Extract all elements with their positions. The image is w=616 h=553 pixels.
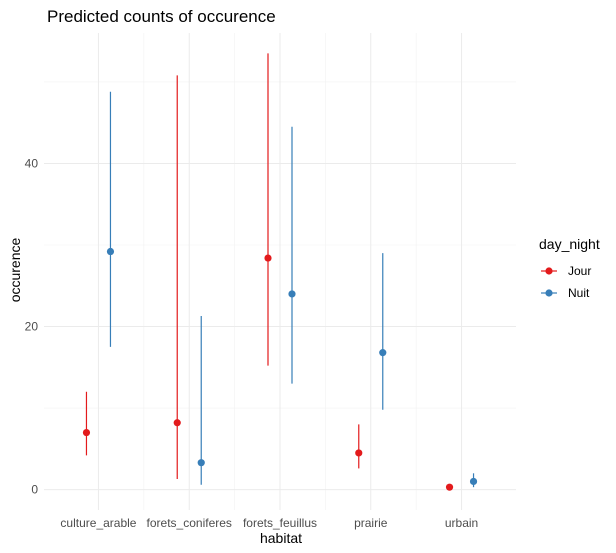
- data-point: [197, 459, 205, 467]
- y-tick-labels: 0 20 40: [25, 156, 39, 496]
- data-point: [445, 483, 454, 491]
- data-point: [355, 449, 363, 457]
- legend: day_night Jour Nuit: [539, 236, 600, 300]
- x-tick-label: forets_coniferes: [147, 516, 232, 530]
- data-point: [469, 477, 478, 486]
- data-point: [106, 247, 115, 256]
- data-marks: [82, 53, 478, 491]
- grid-major: [44, 33, 516, 510]
- legend-title: day_night: [539, 236, 600, 252]
- x-tick-label: prairie: [354, 516, 388, 530]
- legend-label: Nuit: [568, 286, 590, 300]
- y-axis-title: occurence: [7, 237, 23, 302]
- y-tick-label: 0: [31, 483, 38, 497]
- data-point: [379, 349, 387, 357]
- legend-key-point: [545, 289, 553, 297]
- x-tick-label: urbain: [445, 516, 478, 530]
- data-point: [82, 428, 91, 437]
- data-point: [264, 254, 272, 262]
- x-tick-label: culture_arable: [60, 516, 136, 530]
- chart-title: Predicted counts of occurence: [47, 7, 276, 26]
- x-tick-labels: culture_arable forets_coniferes forets_feu…: [60, 516, 478, 530]
- legend-items: Jour Nuit: [541, 264, 591, 300]
- y-tick-label: 20: [25, 320, 39, 334]
- x-tick-label: forets_feuillus: [243, 516, 317, 530]
- data-point: [288, 290, 296, 298]
- data-point: [173, 419, 181, 427]
- legend-label: Jour: [568, 264, 591, 278]
- legend-key-point: [545, 267, 553, 275]
- x-axis-title: habitat: [260, 530, 302, 546]
- y-tick-label: 40: [25, 156, 39, 170]
